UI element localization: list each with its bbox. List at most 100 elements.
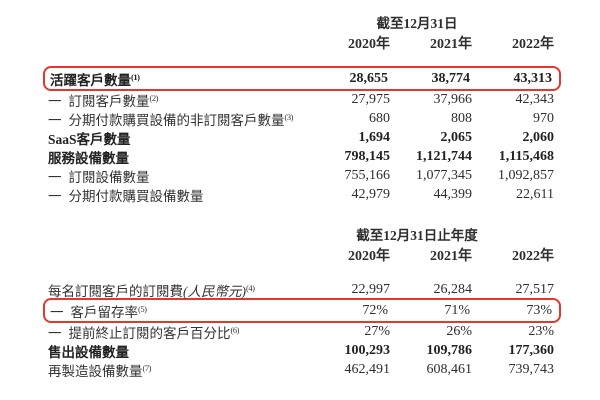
table-row: 每名訂閱客戶的訂閱費(人民幣元)(4) 22,997 26,284 27,517 <box>48 280 554 299</box>
row-label: 再製造設備數量(7) <box>48 360 308 380</box>
table-row: 一提前終止訂閱的客戶百分比(6) 27% 26% 23% <box>48 322 554 341</box>
row-label: 一訂閱客戶數量(2) <box>48 90 308 110</box>
footnote-superscript: (1) <box>131 72 140 82</box>
value-2021: 1,077,345 <box>416 167 472 183</box>
value-2021: 1,121,744 <box>416 148 472 164</box>
row-label-text: 分期付款購買設備的非訂閱客戶數量 <box>68 112 285 128</box>
period-header-row-2: 截至12月31日止年度 <box>48 225 554 243</box>
row-label-text: 每名訂閱客戶的訂閱費 <box>48 283 183 299</box>
metrics-rows-section-2: 每名訂閱客戶的訂閱費(人民幣元)(4) 22,997 26,284 27,517… <box>43 280 561 379</box>
value-2020: 72% <box>362 302 388 318</box>
period-header-1: 截至12月31日 <box>376 16 458 31</box>
table-row: SaaS客戶數量 1,694 2,065 2,060 <box>48 128 554 147</box>
table-row: 一客戶留存率(5) 72% 71% 73% <box>43 298 561 323</box>
year-column-2021: 2021年 <box>430 249 472 264</box>
value-2021: 38,774 <box>431 70 471 86</box>
row-label: SaaS客戶數量 <box>48 128 308 148</box>
value-2022: 1,115,468 <box>498 148 554 164</box>
footnote-superscript: (6) <box>230 325 240 335</box>
value-2022: 2,060 <box>522 129 555 145</box>
year-column-2022: 2022年 <box>512 249 554 264</box>
dash-prefix: 一 <box>48 188 62 204</box>
value-2022: 23% <box>528 323 554 339</box>
table-row: 一訂閱設備數量 755,166 1,077,345 1,092,857 <box>48 166 554 185</box>
value-2020: 27,975 <box>351 91 391 107</box>
row-label-text: 分期付款購買設備數量 <box>68 188 204 204</box>
dash-prefix: 一 <box>50 304 64 320</box>
value-2020: 22,997 <box>351 281 391 297</box>
row-label: 一分期付款購買設備的非訂閱客戶數量(3) <box>48 109 308 129</box>
value-2020: 798,145 <box>344 148 391 164</box>
row-label: 一客戶留存率(5) <box>50 301 306 321</box>
footnote-superscript: (2) <box>149 93 159 103</box>
row-label-text: 再製造設備數量 <box>48 363 143 379</box>
year-header-row-1: 2020年 2021年 2022年 <box>48 31 554 55</box>
value-2022: 27,517 <box>515 281 555 297</box>
value-2021: 2,065 <box>440 129 473 145</box>
value-2020: 755,166 <box>344 167 391 183</box>
value-2021: 26% <box>446 323 472 339</box>
year-header-row-2: 2020年 2021年 2022年 <box>48 243 554 267</box>
value-2022: 1,092,857 <box>498 167 554 183</box>
row-label: 每名訂閱客戶的訂閱費(人民幣元)(4) <box>48 280 308 300</box>
value-2021: 608,461 <box>426 361 473 377</box>
period-header-row-1: 截至12月31日 <box>48 13 554 31</box>
value-2022: 970 <box>533 110 554 126</box>
row-label-text: 訂閱設備數量 <box>68 169 150 185</box>
row-label-text: 服務設備數量 <box>48 150 129 166</box>
value-2022: 73% <box>526 302 552 318</box>
value-2021: 109,786 <box>426 342 473 358</box>
row-label-text: SaaS客戶數量 <box>48 131 131 147</box>
footnote-superscript: (5) <box>138 304 147 314</box>
row-label: 售出設備數量 <box>48 341 308 361</box>
value-2020: 42,979 <box>351 186 391 202</box>
row-label: 一分期付款購買設備數量 <box>48 185 308 205</box>
table-row: 一訂閱客戶數量(2) 27,975 37,966 42,343 <box>48 90 554 109</box>
row-label: 服務設備數量 <box>48 147 308 167</box>
year-column-2021: 2021年 <box>430 37 472 52</box>
table-row: 活躍客戶數量(1) 28,655 38,774 43,313 <box>43 66 561 91</box>
table-row: 再製造設備數量(7) 462,491 608,461 739,743 <box>48 360 554 379</box>
footnote-superscript: (7) <box>142 363 152 373</box>
row-label-text: 訂閱客戶數量 <box>68 93 150 109</box>
row-label-text: 活躍客戶數量 <box>50 72 131 88</box>
value-2022: 42,343 <box>515 91 555 107</box>
row-label: 一訂閱設備數量 <box>48 166 308 186</box>
value-2021: 808 <box>451 110 472 126</box>
value-2020: 1,694 <box>358 129 391 145</box>
dash-prefix: 一 <box>48 169 62 185</box>
value-2021: 44,399 <box>433 186 473 202</box>
row-label-italic-text: (人民幣元) <box>183 283 246 299</box>
table-row: 一分期付款購買設備數量 42,979 44,399 22,611 <box>48 185 554 204</box>
value-2022: 22,611 <box>516 186 554 202</box>
row-label-text: 客戶留存率 <box>70 304 139 320</box>
period-header-2: 截至12月31日止年度 <box>356 228 478 243</box>
value-2020: 462,491 <box>344 361 391 377</box>
metrics-rows-section-1: 活躍客戶數量(1) 28,655 38,774 43,313 一訂閱客戶數量(2… <box>43 66 561 204</box>
section-customer-device-counts: 截至12月31日 2020年 2021年 2022年 活躍客戶數量(1) 28,… <box>43 13 561 204</box>
footnote-superscript: (3) <box>284 112 294 122</box>
table-row: 服務設備數量 798,145 1,121,744 1,115,468 <box>48 147 554 166</box>
year-column-2022: 2022年 <box>512 37 554 52</box>
value-2020: 100,293 <box>344 342 391 358</box>
value-2021: 71% <box>444 302 470 318</box>
row-label-text: 售出設備數量 <box>48 344 129 360</box>
value-2020: 27% <box>364 323 390 339</box>
value-2021: 26,284 <box>433 281 473 297</box>
value-2020: 28,655 <box>349 70 389 86</box>
value-2022: 43,313 <box>513 70 553 86</box>
row-label-text: 提前終止訂閱的客戶百分比 <box>68 325 231 341</box>
value-2021: 37,966 <box>433 91 473 107</box>
dash-prefix: 一 <box>48 93 62 109</box>
value-2020: 680 <box>369 110 390 126</box>
section-subscription-metrics: 截至12月31日止年度 2020年 2021年 2022年 每名訂閱客戶的訂閱費… <box>43 225 561 379</box>
table-row: 售出設備數量 100,293 109,786 177,360 <box>48 341 554 360</box>
row-label: 活躍客戶數量(1) <box>50 69 306 89</box>
dash-prefix: 一 <box>48 112 62 128</box>
footnote-superscript: (4) <box>246 283 255 293</box>
row-label: 一提前終止訂閱的客戶百分比(6) <box>48 322 308 342</box>
year-column-2020: 2020年 <box>348 249 390 264</box>
year-column-2020: 2020年 <box>348 37 390 52</box>
dash-prefix: 一 <box>48 325 62 341</box>
